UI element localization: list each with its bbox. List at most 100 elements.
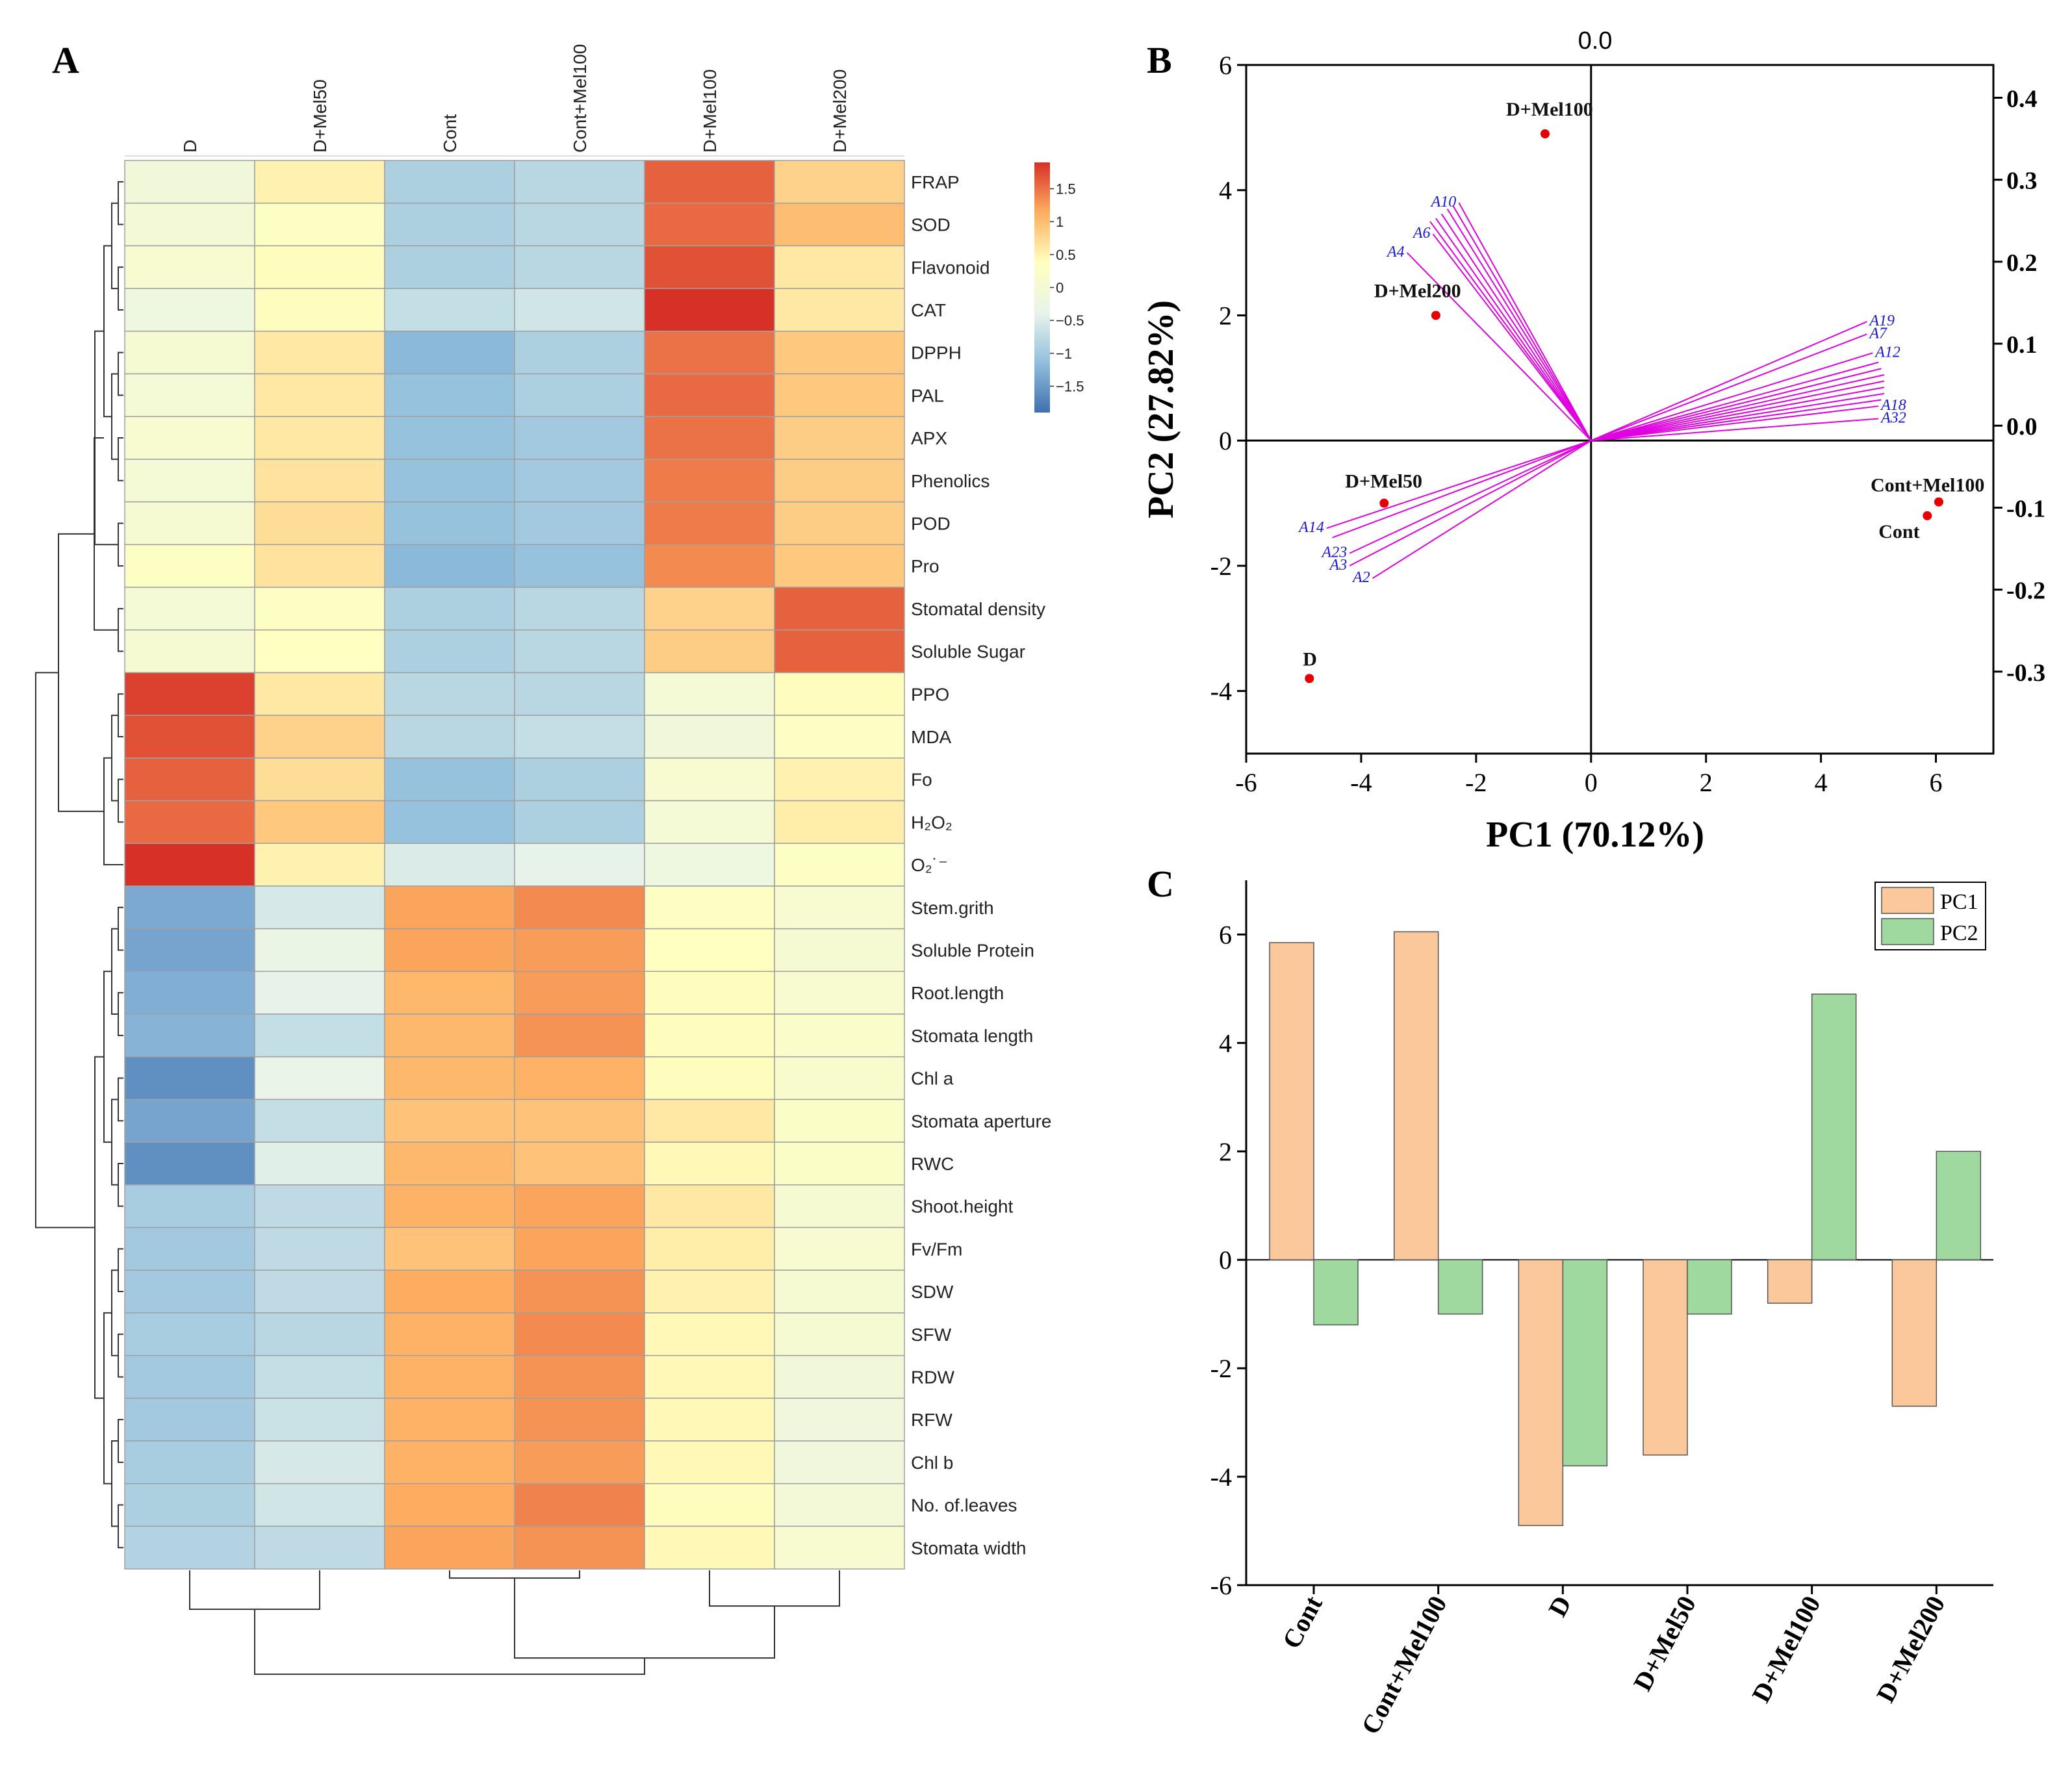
heatmap-cell <box>514 1227 645 1271</box>
pca-x-tick-label: 0 <box>1585 768 1598 797</box>
heatmap-cell <box>774 1227 905 1271</box>
heatmap-cell <box>514 459 645 503</box>
pca-loading-label: A2 <box>1351 569 1370 586</box>
heatmap-cell <box>384 1312 515 1356</box>
heatmap-row-label: Stomata length <box>911 1026 1033 1046</box>
heatmap-cell <box>254 715 385 759</box>
heatmap-cell <box>774 1312 905 1356</box>
color-scale-tick-label: −0.5 <box>1056 312 1084 329</box>
bar-pc2 <box>1687 1259 1732 1315</box>
pca-loading-label: A23 <box>1321 544 1348 561</box>
heatmap-cell <box>384 501 515 546</box>
heatmap-cell <box>124 459 255 503</box>
heatmap-cell <box>774 1141 905 1186</box>
heatmap-cell <box>514 501 645 546</box>
heatmap-cell <box>124 843 255 887</box>
heatmap-cell <box>384 331 515 375</box>
heatmap-cell <box>514 331 645 375</box>
heatmap-cell <box>514 1056 645 1101</box>
heatmap-cell <box>384 1440 515 1484</box>
pca-loading-vector <box>1452 205 1592 441</box>
heatmap-cell <box>514 1099 645 1143</box>
heatmap-cell <box>254 1397 385 1442</box>
heatmap-cell <box>384 757 515 802</box>
pca-score-point <box>1379 498 1389 508</box>
heatmap-cell <box>254 885 385 930</box>
bar-pc1 <box>1767 1259 1813 1304</box>
heatmap-cell <box>384 1227 515 1271</box>
bar-category-label: D+Mel100 <box>1746 1591 1826 1707</box>
dendrogram-branch <box>118 1419 123 1463</box>
panel-label-b: B <box>1147 39 1172 81</box>
heatmap-cell <box>514 1141 645 1186</box>
heatmap-column-label: D+Mel50 <box>310 79 330 153</box>
pca-loading-label: A12 <box>1874 344 1900 361</box>
dendrogram-branch <box>111 1099 118 1186</box>
heatmap-cell <box>254 1099 385 1143</box>
heatmap-cell <box>384 459 515 503</box>
dendrogram-branch <box>118 266 123 311</box>
pca-loading-label: A3 <box>1329 557 1348 574</box>
heatmap-cell <box>124 1013 255 1058</box>
heatmap-cell <box>254 928 385 973</box>
pca-x-tick-label: 4 <box>1815 768 1828 797</box>
heatmap-panel: A D D+Mel50 Cont Cont+Mel100 D+Mel100 D+Mel20… <box>35 39 1084 1675</box>
heatmap-row-label: Phenolics <box>911 471 990 491</box>
dendrogram-branch <box>103 245 112 418</box>
color-scale-tick-label: 0.5 <box>1056 247 1076 263</box>
heatmap-cell <box>384 373 515 417</box>
heatmap-cell <box>384 1099 515 1143</box>
dendrogram-branch <box>709 1570 840 1607</box>
heatmap-row-label: DPPH <box>911 343 962 363</box>
pca-loading-vector <box>1326 440 1592 529</box>
dendrogram-branch <box>118 522 123 567</box>
pca-score-label: D <box>1303 648 1317 670</box>
heatmap-cell <box>644 629 775 674</box>
heatmap-cell <box>254 971 385 1015</box>
dendrogram-branch <box>58 533 94 812</box>
pca-loading-vector <box>1591 399 1882 442</box>
pca-axes-ticks: -6 -4 -2 0 2 4 6 -4 -2 0 2 4 6 0.4 0.3 0.2 0.1 0.0 -0.1 -0.… <box>1210 51 2045 797</box>
heatmap-cell <box>774 971 905 1015</box>
heatmap-row-label: RDW <box>911 1367 954 1387</box>
heatmap-cell <box>514 1483 645 1527</box>
pca-loading-vector <box>1458 202 1592 441</box>
dendrogram-branch <box>118 1162 123 1207</box>
heatmap-cell <box>124 1525 255 1570</box>
pca-loading-vector <box>1349 440 1592 554</box>
heatmap-cell <box>774 672 905 716</box>
color-scale-tick-label: −1.5 <box>1056 378 1084 394</box>
heatmap-cell <box>124 715 255 759</box>
heatmap-cell <box>124 544 255 588</box>
heatmap-column-label: D+Mel100 <box>700 70 720 153</box>
dendrogram-branch <box>111 1269 118 1356</box>
heatmap-cell <box>384 1355 515 1399</box>
bar-chart-bars <box>1269 931 1982 1526</box>
heatmap-cell <box>514 843 645 887</box>
heatmap-cell <box>124 416 255 460</box>
heatmap-cell <box>774 202 905 247</box>
pca-score-point <box>1934 497 1943 507</box>
heatmap-cell <box>514 757 645 802</box>
heatmap-cell <box>514 202 645 247</box>
heatmap-cell <box>644 800 775 844</box>
heatmap-cell <box>644 1312 775 1356</box>
dendrogram-branch <box>118 1504 123 1549</box>
pca-loading-vector <box>1372 440 1592 579</box>
bar-category-label: Cont+Mel100 <box>1355 1591 1453 1739</box>
heatmap-row-label: PPO <box>911 684 949 704</box>
heatmap-row-label: Soluble Sugar <box>911 642 1025 662</box>
heatmap-column-label: Cont <box>440 114 460 153</box>
heatmap-cell <box>254 1056 385 1101</box>
heatmap-cell <box>774 1269 905 1314</box>
pca-y-tick-label: 2 <box>1219 301 1232 330</box>
heatmap-cell <box>644 672 775 716</box>
dendrogram-branch <box>118 1333 123 1378</box>
heatmap-cell <box>124 1099 255 1143</box>
dendrogram-branch <box>111 715 118 802</box>
pca-loading-vector <box>1591 368 1882 442</box>
heatmap-cell <box>644 160 775 204</box>
heatmap-cell <box>124 373 255 417</box>
heatmap-cell <box>384 288 515 332</box>
